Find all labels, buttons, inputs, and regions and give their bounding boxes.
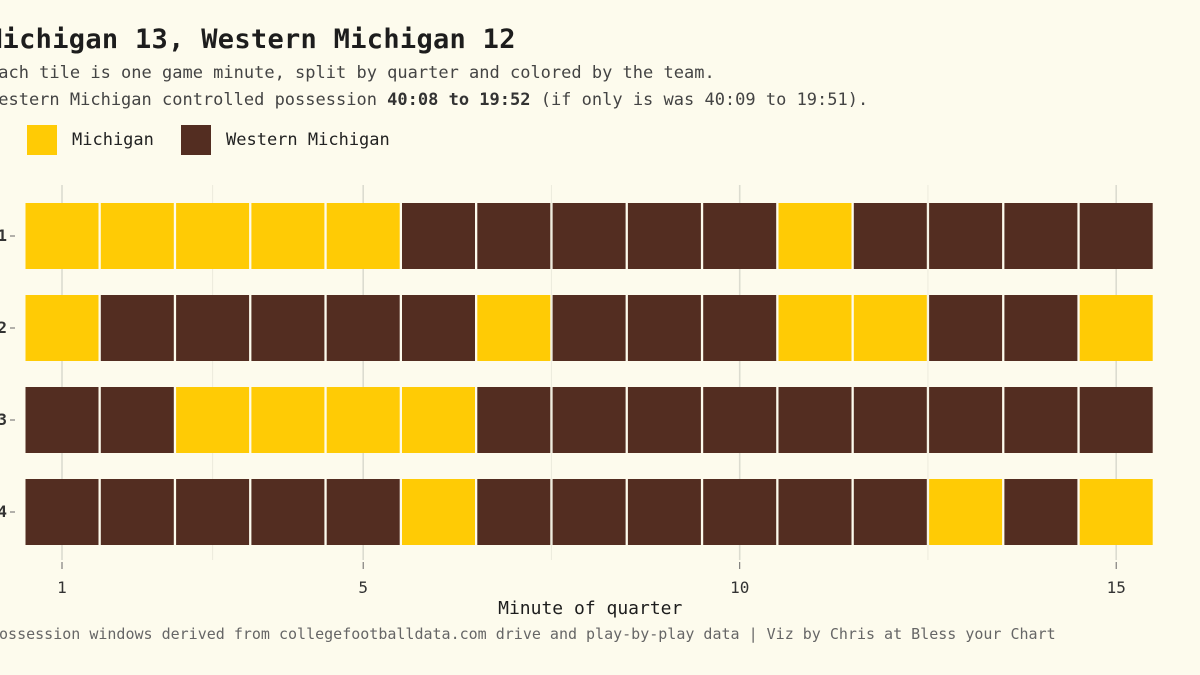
tile-q2-m5 [326,295,400,361]
tile-q2-m6 [402,295,475,361]
tile-q2-m13 [929,295,1003,361]
tile-q2-m15 [1079,295,1153,361]
tile-q4-m1 [25,479,99,545]
legend-item-michigan: Michigan [27,125,154,155]
tile-q4-m15 [1079,479,1153,545]
y-tick-label: 3 [0,410,7,429]
x-tick-label: 5 [358,578,368,597]
tile-q3-m11 [778,387,852,453]
tile-q2-m3 [176,295,250,361]
tile-q3-m9 [627,387,701,453]
tile-q4-m4 [251,479,325,545]
tile-q3-m1 [25,387,99,453]
chart-title: Michigan 13, Western Michigan 12 [0,24,516,55]
tile-q1-m4 [251,203,325,269]
subtitle-line-1: Each tile is one game minute, split by q… [0,63,715,83]
tile-q1-m5 [326,203,400,269]
tile-q3-m5 [326,387,400,453]
tile-q2-m8 [552,295,626,361]
tile-q2-m4 [251,295,325,361]
tile-q1-m9 [627,203,701,269]
tile-q4-m13 [929,479,1003,545]
subtitle-line-2: Western Michigan controlled possession 4… [0,90,868,110]
tile-q3-m8 [552,387,626,453]
tile-q2-m14 [1004,295,1078,361]
tile-q1-m10 [703,203,777,269]
tile-q3-m15 [1079,387,1153,453]
y-tick-label: 4 [0,502,7,521]
tile-q1-m2 [100,203,174,269]
tile-q1-m7 [477,203,551,269]
tile-q2-m11 [778,295,852,361]
tile-q2-m1 [25,295,99,361]
y-tick-label: 1 [0,226,7,245]
tile-q4-m5 [326,479,400,545]
tile-q3-m4 [251,387,325,453]
tile-q1-m11 [778,203,852,269]
tile-q2-m2 [100,295,174,361]
x-tick-label: 10 [730,578,749,597]
tile-q1-m6 [402,203,475,269]
tile-q4-m12 [853,479,927,545]
y-tick-label: 2 [0,318,7,337]
subtitle-line-2-pre: Western Michigan controlled possession [0,90,388,110]
legend-label-michigan: Michigan [72,130,154,150]
legend-swatch-michigan [27,125,57,155]
x-tick-label: 1 [57,578,67,597]
tile-q1-m15 [1079,203,1153,269]
tile-q4-m11 [778,479,852,545]
subtitle-line-2-post: (if only is was 40:09 to 19:51). [530,90,869,110]
tile-q3-m12 [853,387,927,453]
tile-q1-m1 [25,203,99,269]
chart-footer: Possession windows derived from collegef… [0,625,1056,643]
legend-item-western-michigan: Western Michigan [181,125,390,155]
tile-q1-m3 [176,203,250,269]
tile-q2-m9 [627,295,701,361]
tile-q4-m14 [1004,479,1078,545]
tile-q1-m8 [552,203,626,269]
tile-q2-m7 [477,295,551,361]
x-axis-label: Minute of quarter [498,598,682,619]
tile-q3-m2 [100,387,174,453]
legend-label-western-michigan: Western Michigan [226,130,390,150]
tile-q4-m2 [100,479,174,545]
tile-q3-m7 [477,387,551,453]
tile-q4-m8 [552,479,626,545]
x-tick-label: 15 [1107,578,1126,597]
legend-swatch-western-michigan [181,125,211,155]
tile-q1-m14 [1004,203,1078,269]
tile-q2-m12 [853,295,927,361]
tile-q1-m13 [929,203,1003,269]
subtitle-line-2-bold: 40:08 to 19:52 [387,90,531,110]
tile-q3-m14 [1004,387,1078,453]
tile-q4-m10 [703,479,777,545]
tile-q4-m9 [627,479,701,545]
tile-q1-m12 [853,203,927,269]
tile-q3-m13 [929,387,1003,453]
tile-q2-m10 [703,295,777,361]
tile-q3-m6 [402,387,475,453]
tile-q4-m7 [477,479,551,545]
tile-q3-m3 [176,387,250,453]
tile-q4-m6 [402,479,475,545]
tile-q3-m10 [703,387,777,453]
tile-q4-m3 [176,479,250,545]
